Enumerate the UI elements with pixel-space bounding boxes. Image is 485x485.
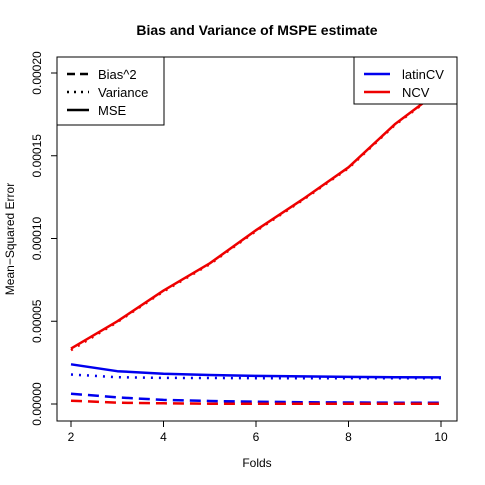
legend-linetype: Bias^2 Variance MSE <box>56 56 165 126</box>
legend-method: latinCV NCV <box>353 56 458 105</box>
series-line-ncv-bias2 <box>70 399 441 406</box>
x-tick-label: 2 <box>68 430 75 444</box>
series-lines <box>70 88 442 406</box>
chart-title: Bias and Variance of MSPE estimate <box>136 22 377 38</box>
series-line-latincv-variance <box>70 373 441 380</box>
legend-method-box <box>353 56 458 105</box>
series-line-ncv-variance <box>70 89 442 352</box>
x-tick-label: 10 <box>434 430 448 444</box>
y-tick-label: 0.00005 <box>30 299 44 343</box>
legend-label: Variance <box>98 85 148 100</box>
legend-label: Bias^2 <box>98 67 137 82</box>
series-line-latincv-mse <box>70 363 442 379</box>
x-tick-label: 8 <box>345 430 352 444</box>
y-tick-label: 0.00015 <box>30 134 44 178</box>
y-tick-label: 0.00000 <box>30 382 44 426</box>
legend-label: NCV <box>402 85 430 100</box>
x-axis-title: Folds <box>242 456 271 470</box>
axis-ticks: 2 4 6 8 10 0.00000 0.00005 0.00010 0.00015 0.0002… <box>30 51 448 444</box>
legend-label: MSE <box>98 103 127 118</box>
y-tick-label: 0.00020 <box>30 51 44 95</box>
series-line-ncv-mse <box>70 88 442 350</box>
legend-label: latinCV <box>402 67 444 82</box>
y-axis-title: Mean−Squared Error <box>3 183 17 295</box>
series-line-latincv-bias2 <box>70 392 442 405</box>
x-tick-label: 4 <box>160 430 167 444</box>
x-tick-label: 6 <box>253 430 260 444</box>
y-tick-label: 0.00010 <box>30 216 44 260</box>
